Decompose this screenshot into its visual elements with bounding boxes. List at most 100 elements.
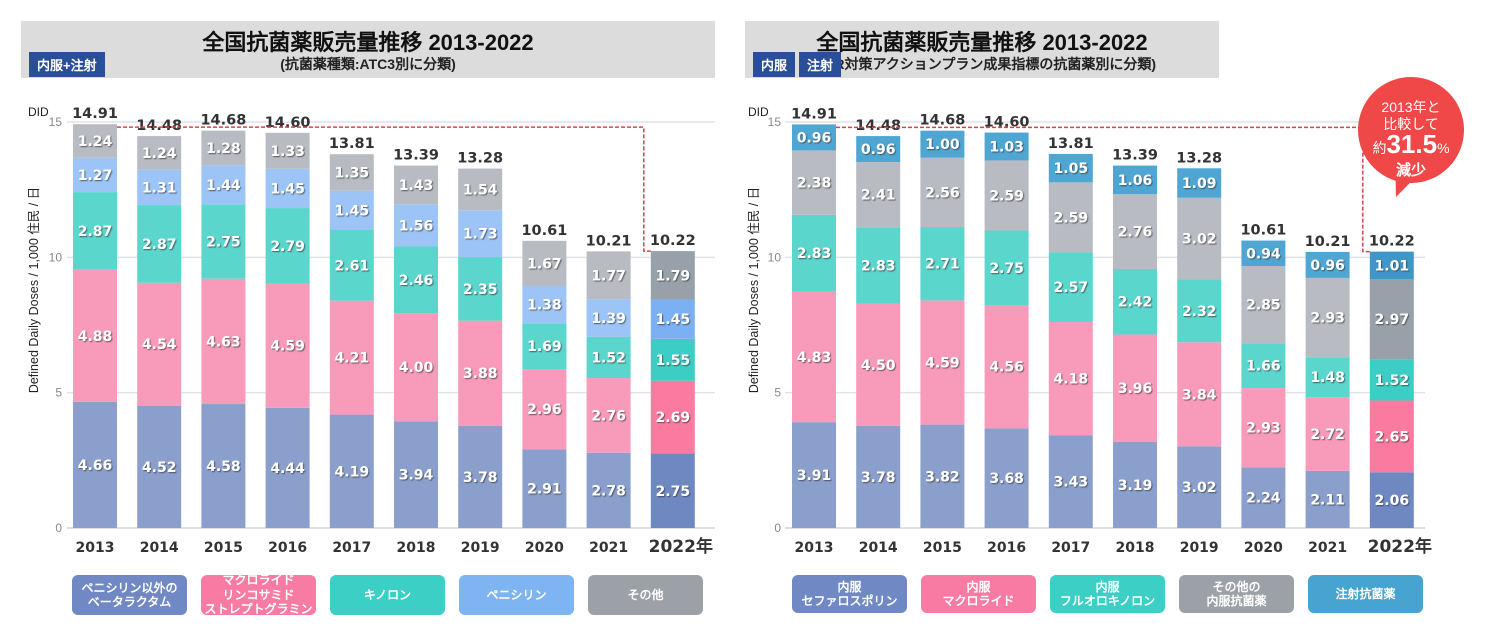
bar-segment	[137, 405, 182, 528]
segment-value-label: 1.77	[591, 268, 626, 284]
y-axis-label: Defined Daily Doses / 1,000 住民 / 日	[747, 187, 761, 393]
bar-segment	[458, 257, 503, 321]
segment-value-label: 2.75	[656, 484, 691, 500]
legend-item-oral-macrolide: 内服 マクロライド	[921, 575, 1036, 613]
chart-header: 全国抗菌薬販売量推移 2013-2022 (AMR対策アクションプラン成果指標の…	[745, 21, 1219, 78]
segment-value-label: 2.78	[591, 483, 626, 499]
segment-value-label: 3.94	[399, 468, 434, 484]
bar-segment	[650, 251, 695, 300]
segment-value-label: 2.42	[1118, 295, 1153, 311]
segment-value-label: 2.91	[527, 482, 562, 498]
segment-value-label: 0.94	[1246, 246, 1281, 262]
bar-segment	[856, 425, 901, 528]
bar-segment	[329, 190, 374, 230]
bar-segment	[1305, 357, 1350, 398]
segment-value-label: 1.45	[335, 203, 370, 219]
chart-subtitle: (AMR対策アクションプラン成果指標の抗菌薬別に分類)	[807, 56, 1157, 72]
segment-value-label: 2.97	[1375, 312, 1410, 328]
legend-right: 内服 セファロスポリン 内服 マクロライド 内服 フルオロキノロン その他の 内…	[792, 575, 1423, 613]
bar-segment	[984, 428, 1029, 528]
segment-value-label: 2.87	[142, 237, 177, 253]
y-tick-label: 10	[768, 250, 782, 264]
x-tick-label: 2020	[1244, 540, 1283, 556]
segment-value-label: 4.00	[399, 360, 434, 376]
total-value-label: 14.91	[72, 106, 118, 122]
total-value-label: 14.48	[855, 118, 901, 134]
segment-value-label: 1.39	[591, 311, 626, 327]
total-value-label: 14.91	[791, 106, 837, 122]
bar-segment	[201, 165, 246, 205]
x-tick-label: 2014	[859, 540, 898, 556]
segment-value-label: 3.43	[1054, 475, 1089, 491]
bar-segment	[1241, 343, 1286, 389]
segment-value-label: 4.52	[142, 460, 177, 476]
segment-value-label: 3.68	[989, 471, 1024, 487]
bar-segment	[920, 157, 965, 228]
y-unit-label: DID	[28, 105, 49, 119]
segment-value-label: 1.33	[270, 144, 305, 160]
bar-segment	[201, 278, 246, 405]
segment-value-label: 1.73	[463, 227, 498, 243]
segment-value-label: 1.48	[1310, 370, 1345, 386]
segment-value-label: 4.19	[335, 464, 370, 480]
bar-segment	[458, 168, 503, 211]
bar-segment	[394, 204, 438, 247]
bar-segment	[1113, 334, 1157, 442]
bar-segment	[1113, 441, 1157, 528]
bar-segment	[1369, 359, 1414, 401]
bar-segment	[984, 230, 1029, 305]
callout-line1: 2013年と	[1381, 99, 1441, 115]
x-tick-label: 2016	[268, 540, 307, 556]
y-tick-label: 5	[55, 386, 62, 400]
bar-segment	[650, 299, 695, 339]
y-unit-label: DID	[748, 105, 769, 119]
segment-value-label: 3.02	[1182, 232, 1217, 248]
bar-segment	[1305, 277, 1350, 358]
bar-segment	[394, 246, 438, 314]
segment-value-label: 1.55	[656, 353, 691, 369]
segment-value-label: 4.54	[142, 337, 177, 353]
reduction-callout: 2013年と 比較して 約31.5% 減少	[1358, 77, 1464, 183]
segment-value-label: 2.83	[797, 246, 832, 262]
total-value-label: 13.28	[457, 151, 503, 167]
segment-value-label: 2.59	[989, 188, 1024, 204]
segment-value-label: 2.57	[1054, 280, 1089, 296]
segment-value-label: 2.24	[1246, 491, 1281, 507]
bar-segment	[1113, 194, 1157, 269]
segment-value-label: 2.06	[1375, 493, 1410, 509]
legend-item-macrolide: マクロライド リンコサミド ストレプトグラミン	[201, 573, 316, 616]
bar-segment	[984, 132, 1029, 161]
x-tick-label: 2013	[76, 540, 115, 556]
total-value-label: 10.21	[1305, 234, 1351, 250]
chart-header: 全国抗菌薬販売量推移 2013-2022 (抗菌薬種類:ATC3別に分類) 内服…	[21, 21, 715, 78]
callout-suffix: %	[1437, 140, 1450, 156]
reference-dashed-line	[117, 126, 651, 252]
bar-segment	[394, 421, 438, 528]
x-tick-label: 2019	[1180, 540, 1219, 556]
bar-segment	[458, 210, 503, 258]
segment-value-label: 1.67	[527, 256, 562, 272]
segment-value-label: 1.27	[78, 168, 113, 184]
bar-segment	[1177, 168, 1222, 198]
bar-segment	[1305, 470, 1350, 528]
total-value-label: 14.60	[265, 115, 311, 131]
bar-segment	[792, 124, 836, 151]
segment-value-label: 1.66	[1246, 359, 1281, 375]
x-tick-label: 2016	[987, 540, 1026, 556]
segment-value-label: 0.96	[797, 130, 832, 146]
total-value-label: 14.68	[919, 113, 965, 129]
y-tick-label: 10	[49, 250, 63, 264]
bar-segment	[792, 214, 836, 292]
chart-subtitle: (抗菌薬種類:ATC3別に分類)	[280, 56, 456, 72]
bar-segment	[1369, 472, 1414, 528]
segment-value-label: 2.69	[656, 410, 691, 426]
legend-left: ペニシリン以外の ベータラクタム マクロライド リンコサミド ストレプトグラミン…	[72, 573, 703, 616]
segment-value-label: 2.83	[861, 259, 896, 275]
segment-value-label: 2.11	[1310, 492, 1345, 508]
segment-value-label: 3.88	[463, 366, 498, 382]
bar-segment	[1369, 251, 1414, 279]
segment-value-label: 1.43	[399, 178, 434, 194]
bar-segment	[650, 380, 695, 454]
bar-segment	[1241, 388, 1286, 468]
y-tick-label: 0	[55, 521, 62, 535]
